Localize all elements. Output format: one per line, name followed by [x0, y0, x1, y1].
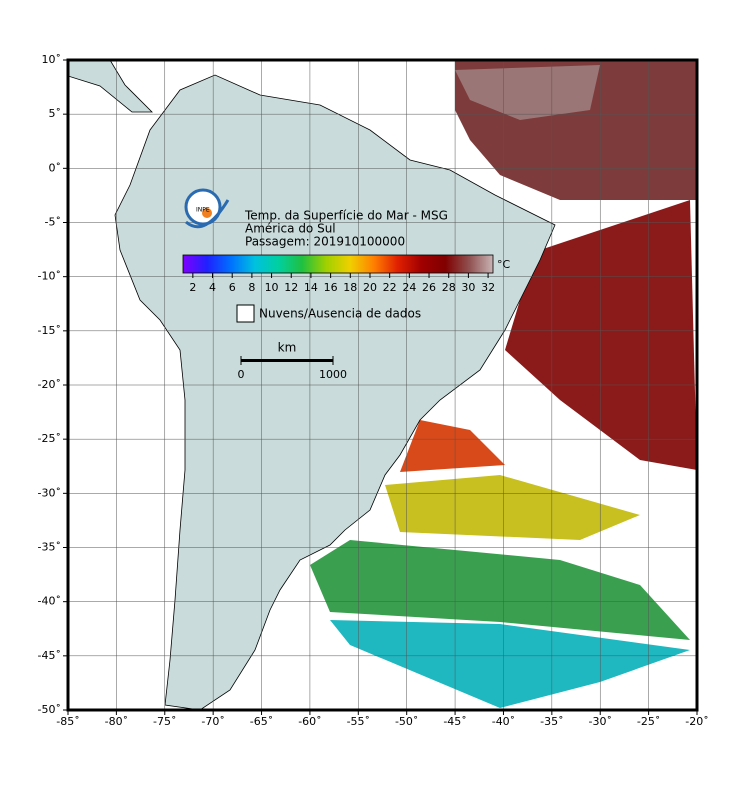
south-america: [114, 74, 556, 711]
y-tick-label: -30˚: [38, 486, 61, 499]
x-tick-label: -45˚: [443, 715, 466, 728]
colorbar-tick-label: 6: [229, 281, 236, 294]
legend-swatch: [236, 304, 255, 323]
pass: Passagem: 201910100000: [245, 235, 405, 249]
colorbar-tick-label: 32: [481, 281, 495, 294]
y-tick-label: -10˚: [38, 270, 61, 283]
colorbar-tick-label: 24: [402, 281, 416, 294]
x-tick-label: -75˚: [153, 715, 176, 728]
sst-yellow: [385, 475, 640, 540]
sst-green: [310, 540, 690, 640]
y-tick-label: 0˚: [49, 161, 62, 174]
x-tick-label: -30˚: [588, 715, 611, 728]
sst-cloud: [455, 65, 600, 120]
y-tick-label: -20˚: [38, 378, 61, 391]
title: Temp. da Superfície do Mar - MSG: [244, 209, 448, 223]
logo: [184, 188, 222, 226]
y-tick-label: -35˚: [38, 541, 61, 554]
colorbar-tick-label: 10: [265, 281, 279, 294]
colorbar-tick-label: 4: [209, 281, 216, 294]
logo-text: INPE: [196, 207, 210, 214]
colorbar-tick-label: 14: [304, 281, 318, 294]
y-tick-label: -15˚: [38, 324, 61, 337]
scale-tick-label: 1000: [319, 368, 347, 381]
x-tick-label: -35˚: [540, 715, 563, 728]
x-tick-label: -85˚: [56, 715, 79, 728]
colorbar-tick-label: 16: [324, 281, 338, 294]
y-tick-label: -5˚: [45, 216, 61, 229]
x-tick-label: -50˚: [395, 715, 418, 728]
x-tick-label: -25˚: [637, 715, 660, 728]
y-tick-label: -40˚: [38, 595, 61, 608]
colorbar-unit: °C: [497, 258, 511, 271]
x-tick-label: -80˚: [105, 715, 128, 728]
x-tick-label: -40˚: [492, 715, 515, 728]
colorbar-tick-label: 20: [363, 281, 377, 294]
scale-bar: [241, 359, 333, 362]
central-america: [67, 59, 153, 113]
colorbar: [182, 254, 494, 274]
sst-hot: [505, 200, 697, 470]
x-tick-label: -65˚: [250, 715, 273, 728]
y-tick-label: -25˚: [38, 432, 61, 445]
x-tick-label: -60˚: [298, 715, 321, 728]
colorbar-tick-label: 30: [461, 281, 475, 294]
colorbar-tick-label: 18: [343, 281, 357, 294]
y-tick-label: 5˚: [49, 107, 62, 120]
y-tick-label: 10˚: [42, 53, 62, 66]
colorbar-tick-label: 28: [442, 281, 456, 294]
x-tick-label: -70˚: [201, 715, 224, 728]
x-tick-label: -20˚: [685, 715, 708, 728]
legend-label: Nuvens/Ausencia de dados: [259, 307, 421, 321]
scale-tick-label: 0: [238, 368, 245, 381]
y-tick-label: -45˚: [38, 649, 61, 662]
sst-orange: [400, 420, 505, 472]
scale-unit: km: [278, 341, 297, 355]
colorbar-tick-label: 8: [248, 281, 255, 294]
colorbar-tick-label: 12: [284, 281, 298, 294]
colorbar-tick-label: 26: [422, 281, 436, 294]
subtitle: América do Sul: [245, 222, 336, 236]
logo-dot: [202, 208, 212, 218]
y-tick-label: -50˚: [38, 703, 61, 716]
logo-arrow: [185, 199, 230, 229]
colorbar-tick-label: 22: [383, 281, 397, 294]
x-tick-label: -55˚: [347, 715, 370, 728]
colorbar-tick-label: 2: [189, 281, 196, 294]
